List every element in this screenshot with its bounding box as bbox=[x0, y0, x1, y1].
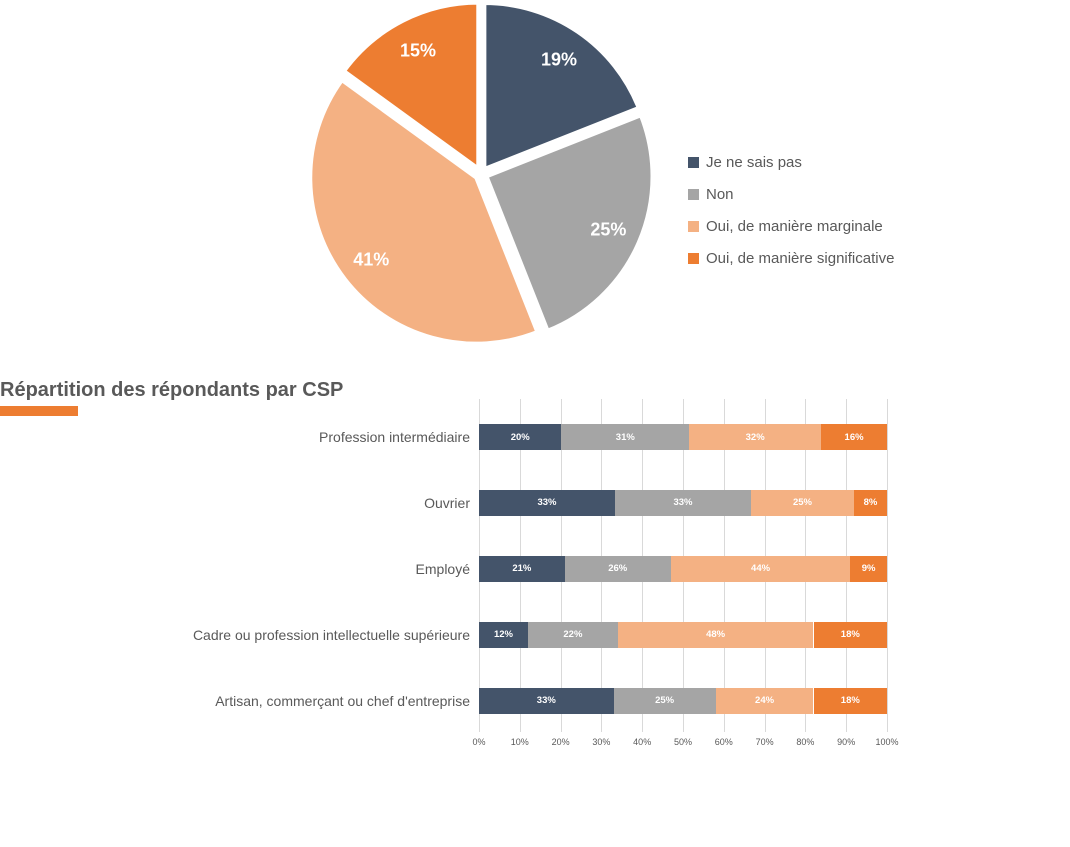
bar-segment-value: 18% bbox=[840, 629, 860, 641]
bar-segment-value: 12% bbox=[493, 629, 513, 641]
pie-slice-label: 25% bbox=[590, 219, 626, 239]
bar-segment-value: 18% bbox=[840, 695, 860, 707]
bar-segment-value: 22% bbox=[563, 629, 583, 641]
bar-category-label: Artisan, commerçant ou chef d'entreprise bbox=[215, 692, 470, 709]
legend-label: Non bbox=[706, 185, 734, 203]
bar-segment: 33% bbox=[615, 489, 751, 516]
legend-item: Non bbox=[688, 178, 894, 210]
pie-slice bbox=[484, 113, 655, 333]
x-axis-tick-label: 0% bbox=[472, 737, 486, 747]
bar-segment: 12% bbox=[479, 621, 528, 648]
legend-swatch bbox=[688, 220, 699, 232]
bar-segment: 25% bbox=[613, 687, 716, 714]
x-axis-tick-label: 90% bbox=[837, 737, 856, 747]
bar-segment: 20% bbox=[479, 424, 562, 450]
legend-swatch bbox=[688, 252, 699, 264]
bar-segment: 33% bbox=[479, 489, 615, 516]
bar-segment: 31% bbox=[561, 424, 690, 450]
pie-slice-label: 15% bbox=[400, 41, 436, 61]
bar-segment-value: 24% bbox=[755, 695, 775, 707]
bar-segment-value: 21% bbox=[512, 563, 532, 575]
gridline bbox=[887, 399, 888, 732]
x-axis-tick-label: 100% bbox=[875, 737, 899, 747]
bar-segment: 18% bbox=[813, 621, 887, 648]
bar-segment: 18% bbox=[813, 687, 887, 714]
bar-segment-value: 16% bbox=[844, 431, 864, 443]
bar-segment-value: 26% bbox=[608, 563, 628, 575]
bar-segment-value: 33% bbox=[537, 497, 557, 509]
bar-segment: 44% bbox=[670, 555, 851, 582]
bar-segment-value: 25% bbox=[655, 695, 675, 707]
bar-category-label: Cadre ou profession intellectuelle supér… bbox=[192, 626, 470, 643]
bar-segment-value: 44% bbox=[751, 563, 771, 575]
bar-segment: 16% bbox=[821, 424, 887, 450]
bar-segment-value: 9% bbox=[861, 563, 876, 575]
legend-label: Je ne sais pas bbox=[706, 153, 802, 171]
legend-label: Oui, de manière marginale bbox=[706, 217, 883, 235]
bar-segment: 32% bbox=[689, 424, 822, 450]
title-accent-bar bbox=[0, 406, 78, 416]
x-axis-tick-label: 80% bbox=[796, 737, 815, 747]
pie-legend: Je ne sais pas Non Oui, de manière margina… bbox=[688, 146, 894, 274]
bar-segment: 9% bbox=[850, 555, 887, 582]
bar-segment: 21% bbox=[479, 555, 565, 582]
x-axis-tick-label: 10% bbox=[510, 737, 529, 747]
bar-segment-value: 33% bbox=[673, 497, 693, 509]
bar-segment-value: 8% bbox=[863, 497, 878, 509]
pie-slice-label: 19% bbox=[541, 50, 577, 70]
bar-category-label: Ouvrier bbox=[424, 494, 470, 511]
bar-category-label: Profession intermédiaire bbox=[319, 429, 470, 445]
bar-segment-value: 33% bbox=[536, 695, 556, 707]
bar-segment-value: 48% bbox=[706, 629, 726, 641]
bar-segment: 8% bbox=[854, 489, 887, 516]
x-axis-tick-label: 70% bbox=[755, 737, 774, 747]
x-axis-tick-label: 40% bbox=[633, 737, 652, 747]
legend-swatch bbox=[688, 188, 699, 200]
pie-slice bbox=[341, 0, 481, 171]
x-axis-tick-label: 60% bbox=[714, 737, 733, 747]
pie-slice-label: 41% bbox=[353, 249, 389, 269]
bar-category-label: Employé bbox=[415, 560, 470, 577]
bar-segment: 22% bbox=[528, 621, 618, 648]
bar-segment: 25% bbox=[751, 489, 854, 516]
bar-segment-value: 31% bbox=[615, 431, 635, 443]
x-axis-tick-label: 20% bbox=[551, 737, 570, 747]
pie-slice bbox=[482, 1, 641, 172]
legend-item: Oui, de manière significative bbox=[688, 242, 894, 274]
bar-chart-title: Répartition des répondants par CSP bbox=[0, 379, 344, 401]
bar-segment: 24% bbox=[715, 687, 814, 714]
bar-segment: 26% bbox=[564, 555, 671, 582]
bar-segment-value: 25% bbox=[792, 497, 812, 509]
legend-item: Je ne sais pas bbox=[688, 146, 894, 178]
bar-segment: 33% bbox=[479, 687, 614, 714]
bar-segment-value: 32% bbox=[745, 431, 765, 443]
legend-label: Oui, de manière significative bbox=[706, 249, 895, 267]
x-axis-tick-label: 50% bbox=[673, 737, 693, 747]
bar-segment: 48% bbox=[617, 621, 814, 648]
x-axis-tick-label: 30% bbox=[592, 737, 611, 747]
legend-item: Oui, de manière marginale bbox=[688, 210, 894, 242]
pie-chart: 19% 25% 41% 15% bbox=[308, 0, 655, 346]
legend-swatch bbox=[688, 156, 699, 168]
pie-slice bbox=[308, 78, 540, 346]
bar-segment-value: 20% bbox=[510, 431, 530, 443]
